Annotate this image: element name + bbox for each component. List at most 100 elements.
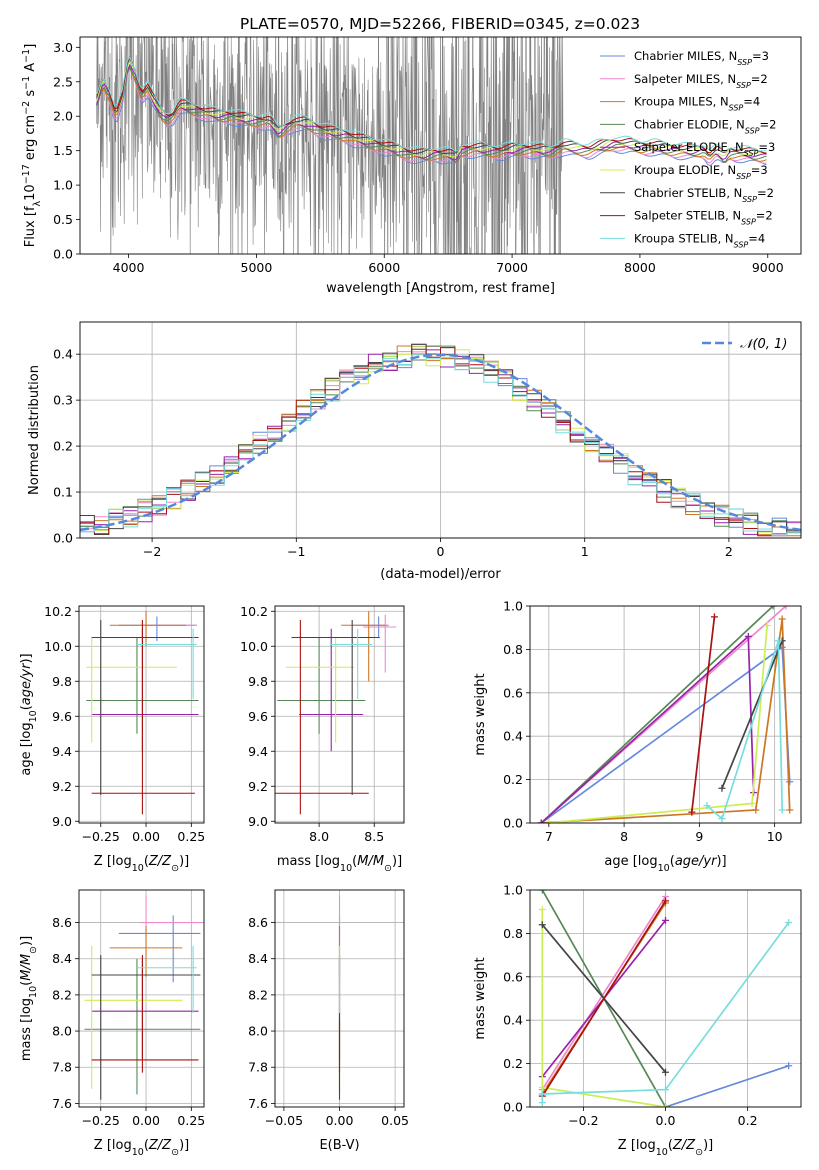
- y-tick-label: 0.2: [503, 1056, 523, 1071]
- y-tick-label: 9.2: [52, 779, 72, 794]
- x-axis-label: Z [log10(Z/Z⊙)]: [618, 1138, 713, 1158]
- y-tick-label: 0.0: [503, 1100, 523, 1115]
- y-axis-label: age [log10(age/yr)]: [19, 653, 39, 775]
- x-tick-label: 5000: [241, 260, 273, 275]
- weight-marker: [785, 919, 793, 927]
- y-tick-label: 9.8: [52, 674, 72, 689]
- weight-line: [690, 616, 716, 813]
- legend-label: Chabrier ELODIE, NSSP=2: [634, 117, 776, 135]
- weight-marker: [703, 802, 711, 810]
- x-tick-label: −0.25: [82, 829, 120, 844]
- x-tick-label: 7000: [496, 260, 528, 275]
- age_vs_mass-errorbars: [275, 611, 397, 815]
- y-tick-label: 9.4: [52, 744, 72, 759]
- weight-line: [541, 896, 667, 1091]
- x-tick-label: 8.0: [309, 829, 329, 844]
- y-tick-label: 0.0: [503, 816, 523, 831]
- x-axis-label: age [log10(age/yr)]: [604, 854, 726, 874]
- residuals-frame: [79, 321, 802, 539]
- y-axis-label: mass weight: [473, 957, 488, 1039]
- weight-line: [541, 921, 790, 1103]
- x-tick-label: −0.25: [82, 1113, 120, 1128]
- weight-marker: [710, 613, 718, 621]
- x-tick-label: 0.05: [381, 1113, 409, 1128]
- weight-marker: [688, 808, 696, 816]
- weight-marker: [538, 1099, 546, 1107]
- x-tick-label: 0.2: [738, 1113, 758, 1128]
- y-tick-label: 7.8: [52, 1060, 72, 1075]
- y-tick-label: 2.5: [53, 74, 73, 89]
- histogram-step-line: [80, 345, 801, 530]
- x-tick-label: 0.0: [656, 1113, 676, 1128]
- y-tick-label: 0.4: [503, 1013, 523, 1028]
- x-tick-label: 1: [581, 544, 589, 559]
- mass_vs_ebv-axes: −0.05 0.00 0.05 7.6 7.8 8.0 8.2 8.4 8.6: [248, 890, 409, 1128]
- normal-curve: [80, 353, 801, 532]
- weight-marker: [538, 1083, 546, 1091]
- x-tick-label: 0.00: [132, 1113, 160, 1128]
- age_vs_z-axes: −0.25 0.00 0.25 9.0 9.2 9.4 9.6 9.8 10.0 10.2: [44, 604, 205, 844]
- y-tick-label: 0.8: [503, 642, 523, 657]
- weight-marker: [778, 615, 786, 623]
- weight-marker: [662, 1068, 669, 1076]
- y-axis-label: Normed distribution: [27, 365, 42, 495]
- weight-marker: [537, 819, 545, 823]
- legend-label: Chabrier MILES, NSSP=3: [634, 49, 769, 67]
- legend-label: Salpeter ELODIE, NSSP=3: [634, 140, 775, 158]
- x-tick-label: 8000: [624, 260, 656, 275]
- x-tick-label: 7: [545, 829, 553, 844]
- x-axis-label: wavelength [Angstrom, rest frame]: [326, 281, 555, 296]
- x-tick-label: 9000: [752, 260, 784, 275]
- weight-marker: [662, 1086, 669, 1094]
- x-axis-label: E(B-V): [319, 1138, 359, 1153]
- x-axis-label: Z [log10(Z/Z⊙)]: [94, 1138, 189, 1158]
- spectrum-frame: [79, 36, 802, 255]
- weight-marker: [662, 1103, 669, 1107]
- x-tick-label: −0.05: [265, 1113, 303, 1128]
- weight-marker: [778, 806, 786, 814]
- legend-label: 𝒩(0, 1): [740, 337, 787, 352]
- y-tick-label: 9.8: [248, 674, 268, 689]
- residual-histograms: [80, 343, 801, 537]
- y-tick-label: 9.0: [248, 814, 268, 829]
- y-tick-label: 9.0: [52, 814, 72, 829]
- weight-marker: [545, 819, 553, 823]
- y-tick-label: 3.0: [53, 40, 73, 55]
- model-spectrum-line: [96, 60, 767, 158]
- y-axis-label: mass [log10(M/M⊙)]: [19, 936, 39, 1061]
- spectrum-axes: 4000 5000 6000 7000 8000 9000 0.0 0.5 1.0 1.5 2.0 2…: [53, 40, 784, 275]
- weight-marker: [718, 784, 726, 792]
- y-tick-label: 9.2: [248, 779, 268, 794]
- y-tick-label: 7.8: [248, 1060, 268, 1075]
- y-tick-label: 1.5: [53, 143, 73, 158]
- weight-line: [706, 640, 784, 821]
- y-tick-label: 10.0: [44, 639, 72, 654]
- y-tick-label: 8.2: [52, 987, 72, 1002]
- histogram-step-line: [80, 354, 801, 537]
- y-tick-label: 0.6: [503, 685, 523, 700]
- age_vs_mass-axes: 8.0 8.5 9.0 9.2 9.4 9.6 9.8 10.0 10.2: [240, 604, 404, 844]
- legend-label: Kroupa ELODIE, NSSP=3: [634, 163, 768, 181]
- y-tick-label: 0.0: [53, 247, 73, 262]
- x-tick-label: 0.00: [326, 1113, 354, 1128]
- figure-title: PLATE=0570, MJD=52266, FIBERID=0345, z=0…: [240, 15, 640, 33]
- mass_vs_z-axes: −0.25 0.00 0.25 7.6 7.8 8.0 8.2 8.4 8.6: [52, 890, 205, 1128]
- y-tick-label: 0.1: [53, 485, 73, 500]
- y-tick-label: 8.4: [248, 951, 268, 966]
- weight-marker: [786, 778, 794, 786]
- x-tick-label: 0: [437, 544, 445, 559]
- x-tick-label: 8.5: [364, 829, 384, 844]
- weight-marker: [763, 622, 771, 630]
- weight-marker: [744, 632, 752, 640]
- x-tick-label: −1: [287, 544, 305, 559]
- x-tick-label: 0.25: [177, 1113, 205, 1128]
- weight-marker: [782, 606, 790, 610]
- age_vs_mass-frame: [274, 605, 405, 824]
- weight-marker: [786, 806, 794, 814]
- y-tick-label: 8.4: [52, 951, 72, 966]
- y-tick-label: 7.6: [52, 1096, 72, 1111]
- weight-line: [540, 606, 774, 823]
- mass_vs_z-errorbars: [84, 895, 203, 1100]
- y-tick-label: 8.6: [52, 915, 72, 930]
